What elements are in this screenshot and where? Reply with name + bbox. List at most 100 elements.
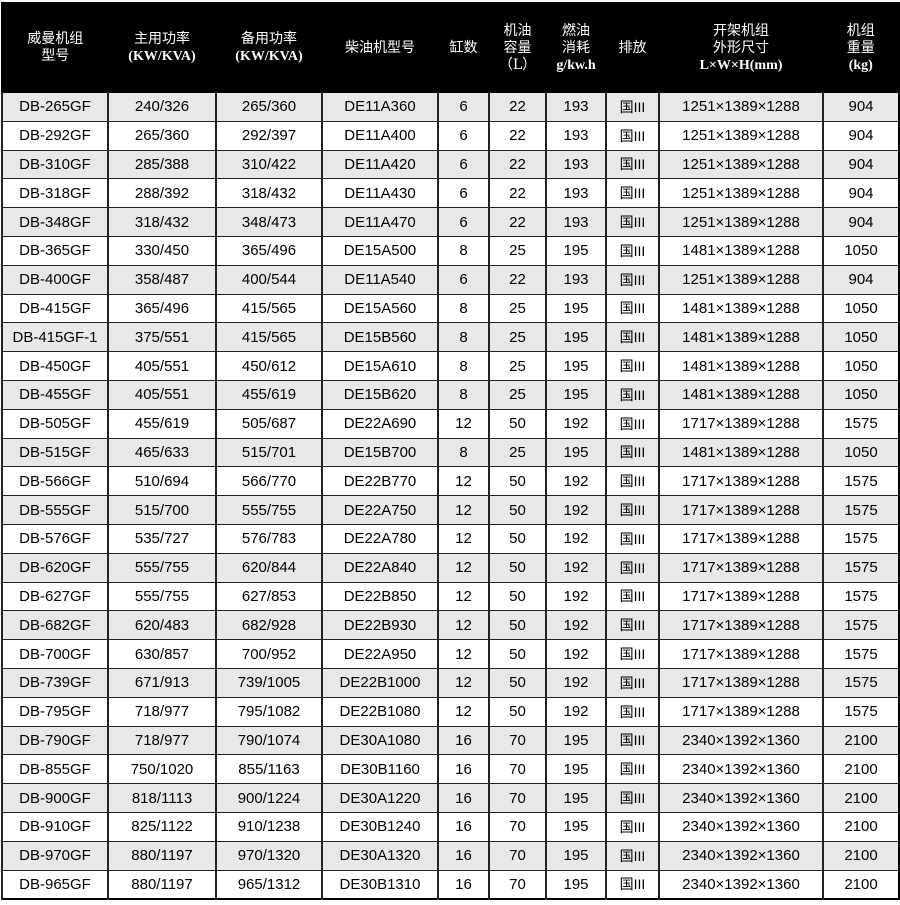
cell-engine-model: DE22B930 xyxy=(321,610,439,641)
cell-standby-power: 910/1238 xyxy=(215,811,323,842)
cell-cylinders: 8 xyxy=(437,351,490,381)
cell-fuel-consumption: 193 xyxy=(545,264,607,295)
cell-model: DB-415GF xyxy=(1,293,109,324)
cell-prime-power: 718/977 xyxy=(107,696,217,727)
cell-dimensions: 1717×1389×1288 xyxy=(658,610,824,641)
table-row: DB-900GF 818/1113 900/1224 DE30A1220 16 70 195… xyxy=(1,783,900,813)
cell-prime-power: 555/755 xyxy=(107,581,217,612)
table-row: DB-555GF 515/700 555/755 DE22A750 12 50 192 国II… xyxy=(1,495,900,525)
cell-engine-model: DE22A840 xyxy=(321,552,439,583)
table-row: DB-318GF 288/392 318/432 DE11A430 6 22 193 国III… xyxy=(1,178,900,209)
cell-weight: 904 xyxy=(822,92,900,122)
header-text: 燃油 xyxy=(562,22,590,39)
cell-prime-power: 535/727 xyxy=(107,523,217,554)
table-body: DB-265GF 240/326 265/360 DE11A360 6 22 193 国III… xyxy=(1,92,900,900)
cell-fuel-consumption: 192 xyxy=(545,495,607,525)
table-row: DB-310GF 285/388 310/422 DE11A420 6 22 193 国III… xyxy=(1,149,900,180)
cell-dimensions: 1717×1389×1288 xyxy=(658,581,824,612)
cell-emission: 国III xyxy=(605,552,660,583)
cell-model: DB-910GF xyxy=(1,811,109,842)
cell-engine-model: DE30A1080 xyxy=(321,725,439,756)
cell-dimensions: 1481×1389×1288 xyxy=(658,235,824,266)
cell-fuel-consumption: 195 xyxy=(545,869,607,900)
cell-emission: 国III xyxy=(605,178,660,209)
cell-standby-power: 515/701 xyxy=(215,437,323,468)
cell-fuel-consumption: 195 xyxy=(545,783,607,813)
cell-model: DB-682GF xyxy=(1,610,109,641)
cell-cylinders: 6 xyxy=(437,178,490,209)
header-text: g/kw.h xyxy=(556,57,596,73)
header-text: 机油 xyxy=(503,22,532,39)
cell-standby-power: 400/544 xyxy=(215,264,323,295)
cell-fuel-consumption: 195 xyxy=(545,725,607,756)
cell-prime-power: 405/551 xyxy=(107,379,217,410)
cell-model: DB-566GF xyxy=(1,466,109,497)
cell-oil-capacity: 22 xyxy=(488,92,547,122)
cell-weight: 904 xyxy=(822,264,900,295)
cell-dimensions: 1717×1389×1288 xyxy=(658,495,824,525)
header-text: 主用功率 xyxy=(134,31,190,47)
cell-standby-power: 555/755 xyxy=(215,495,323,525)
cell-emission: 国III xyxy=(605,92,660,122)
cell-fuel-consumption: 192 xyxy=(545,696,607,727)
cell-engine-model: DE22B770 xyxy=(321,466,439,497)
table-row: DB-455GF 405/551 455/619 DE15B620 8 25 195 国III… xyxy=(1,379,900,410)
cell-oil-capacity: 50 xyxy=(488,696,547,727)
table-row: DB-505GF 455/619 505/687 DE22A690 12 50 192 国II… xyxy=(1,408,900,439)
cell-fuel-consumption: 195 xyxy=(545,811,607,842)
cell-oil-capacity: 50 xyxy=(488,523,547,554)
cell-weight: 1050 xyxy=(822,322,900,353)
table-row: DB-970GF 880/1197 970/1320 DE30A1320 16 70 195… xyxy=(1,840,900,871)
cell-engine-model: DE15B560 xyxy=(321,322,439,353)
cell-standby-power: 965/1312 xyxy=(215,869,323,900)
header-dimensions: 开架机组 外形尺寸 L×W×H(mm) xyxy=(658,2,824,93)
cell-cylinders: 8 xyxy=(437,379,490,410)
cell-engine-model: DE30A1320 xyxy=(321,840,439,871)
cell-model: DB-310GF xyxy=(1,149,109,180)
cell-standby-power: 795/1082 xyxy=(215,696,323,727)
cell-weight: 1575 xyxy=(822,639,900,669)
cell-weight: 1575 xyxy=(822,667,900,698)
cell-standby-power: 265/360 xyxy=(215,92,323,122)
cell-cylinders: 6 xyxy=(437,92,490,122)
header-text: L×W×H(mm) xyxy=(699,57,783,73)
cell-dimensions: 1251×1389×1288 xyxy=(658,264,824,295)
cell-weight: 1575 xyxy=(822,466,900,497)
cell-standby-power: 450/612 xyxy=(215,351,323,381)
cell-prime-power: 718/977 xyxy=(107,725,217,756)
cell-emission: 国III xyxy=(605,293,660,324)
cell-prime-power: 330/450 xyxy=(107,235,217,266)
cell-engine-model: DE15A560 xyxy=(321,293,439,324)
cell-engine-model: DE22A690 xyxy=(321,408,439,439)
cell-fuel-consumption: 192 xyxy=(545,466,607,497)
cell-emission: 国III xyxy=(605,466,660,497)
cell-standby-power: 790/1074 xyxy=(215,725,323,756)
cell-model: DB-739GF xyxy=(1,667,109,698)
cell-prime-power: 405/551 xyxy=(107,351,217,381)
cell-dimensions: 2340×1392×1360 xyxy=(658,783,824,813)
cell-prime-power: 285/388 xyxy=(107,149,217,180)
cell-engine-model: DE11A540 xyxy=(321,264,439,295)
cell-standby-power: 415/565 xyxy=(215,293,323,324)
cell-cylinders: 6 xyxy=(437,120,490,151)
cell-oil-capacity: 22 xyxy=(488,264,547,295)
cell-engine-model: DE11A430 xyxy=(321,178,439,209)
header-text: 机组 xyxy=(846,22,875,39)
cell-cylinders: 16 xyxy=(437,811,490,842)
cell-oil-capacity: 50 xyxy=(488,639,547,669)
cell-oil-capacity: 70 xyxy=(488,725,547,756)
cell-prime-power: 318/432 xyxy=(107,207,217,237)
header-text: 排放 xyxy=(618,39,647,56)
cell-weight: 1575 xyxy=(822,696,900,727)
cell-dimensions: 1251×1389×1288 xyxy=(658,207,824,237)
table-row: DB-576GF 535/727 576/783 DE22A780 12 50 192 国II… xyxy=(1,523,900,554)
header-weight: 机组 重量 (kg) xyxy=(822,2,900,93)
cell-oil-capacity: 25 xyxy=(488,379,547,410)
cell-fuel-consumption: 195 xyxy=(545,437,607,468)
cell-fuel-consumption: 193 xyxy=(545,178,607,209)
cell-prime-power: 465/633 xyxy=(107,437,217,468)
table-row: DB-566GF 510/694 566/770 DE22B770 12 50 192 国II… xyxy=(1,466,900,497)
cell-cylinders: 12 xyxy=(437,581,490,612)
cell-standby-power: 415/565 xyxy=(215,322,323,353)
